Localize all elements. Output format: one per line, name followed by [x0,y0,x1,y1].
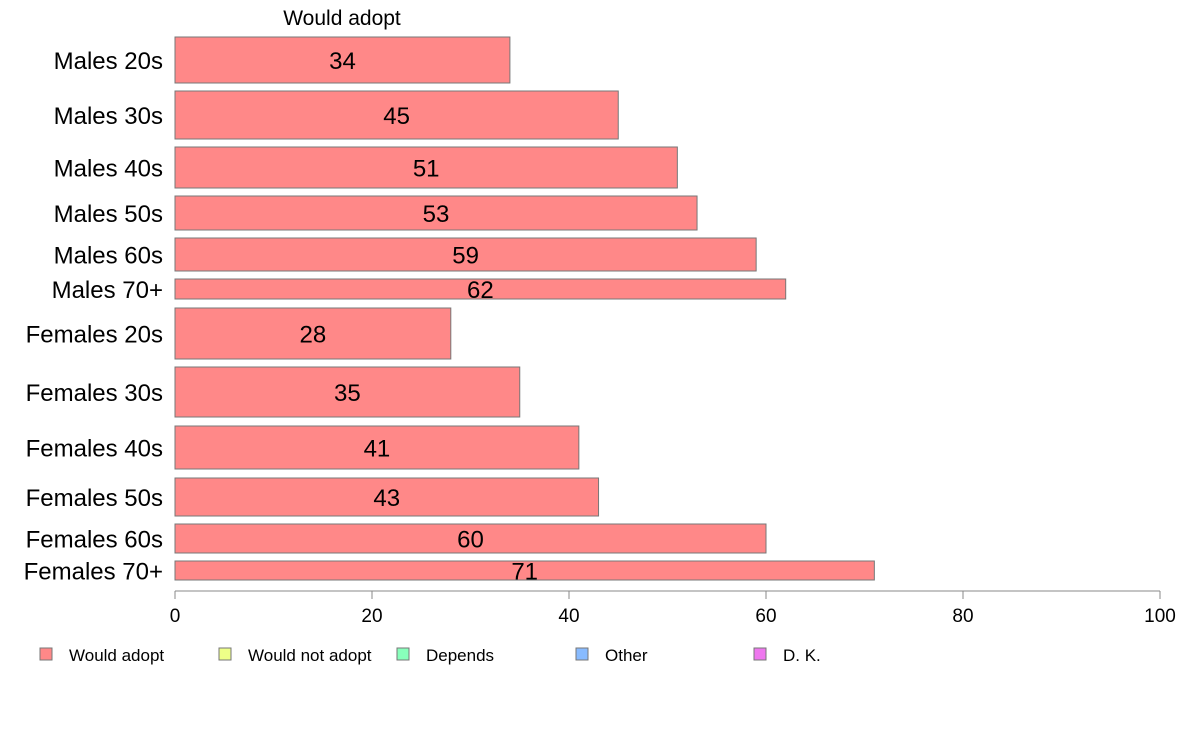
data-label: 59 [452,243,479,270]
bars-group: Males 20s 34 Males 30s 45 Males 40s 51 Males 5… [24,36,875,586]
legend-swatch [753,647,767,661]
x-tick-label: 20 [361,606,382,627]
x-tick-label: 40 [558,606,579,627]
category-label: Females 70+ [24,559,163,586]
legend-swatch [575,647,589,661]
legend-label: Other [605,646,648,665]
category-label: Males 60s [54,243,163,270]
category-label: Females 20s [26,322,163,349]
legend-label: D. K. [783,646,821,665]
data-label: 53 [423,201,450,228]
x-axis: 0 20 40 60 80 100 [170,590,1176,627]
legend: Would adopt Would not adopt Depends Other D.… [39,646,821,665]
bar [174,560,875,581]
legend-label: Would adopt [69,646,164,665]
category-label: Females 50s [26,485,163,512]
bar [174,477,600,517]
data-label: 62 [467,277,494,304]
data-label: 41 [364,436,391,463]
category-label: Females 30s [26,380,163,407]
category-label: Males 50s [54,201,163,228]
legend-swatch [218,647,232,661]
x-tick-label: 60 [755,606,776,627]
data-label: 35 [334,380,361,407]
category-label: Males 30s [54,103,163,130]
data-label: 60 [457,527,484,554]
bar [174,90,619,140]
legend-label: Depends [426,646,494,665]
bar [174,278,787,300]
x-tick-label: 0 [170,606,181,627]
legend-label: Would not adopt [248,646,372,665]
category-label: Males 70+ [52,277,163,304]
bar [174,146,678,189]
bar [174,237,757,272]
bar [174,425,580,470]
legend-swatch [396,647,410,661]
category-label: Males 20s [54,48,163,75]
category-label: Males 40s [54,156,163,183]
bar [174,195,698,231]
bar [174,366,521,418]
bar [174,307,452,360]
bar [174,36,511,84]
category-label: Females 40s [26,436,163,463]
data-label: 71 [511,559,538,586]
legend-swatch [39,647,53,661]
data-label: 51 [413,156,440,183]
data-label: 34 [329,48,356,75]
bar [174,523,767,554]
data-label: 43 [373,485,400,512]
x-tick-label: 80 [952,606,973,627]
data-label: 45 [383,103,410,130]
data-label: 28 [300,322,327,349]
x-tick-label: 100 [1144,606,1176,627]
series-title: Would adopt [283,7,401,30]
category-label: Females 60s [26,527,163,554]
